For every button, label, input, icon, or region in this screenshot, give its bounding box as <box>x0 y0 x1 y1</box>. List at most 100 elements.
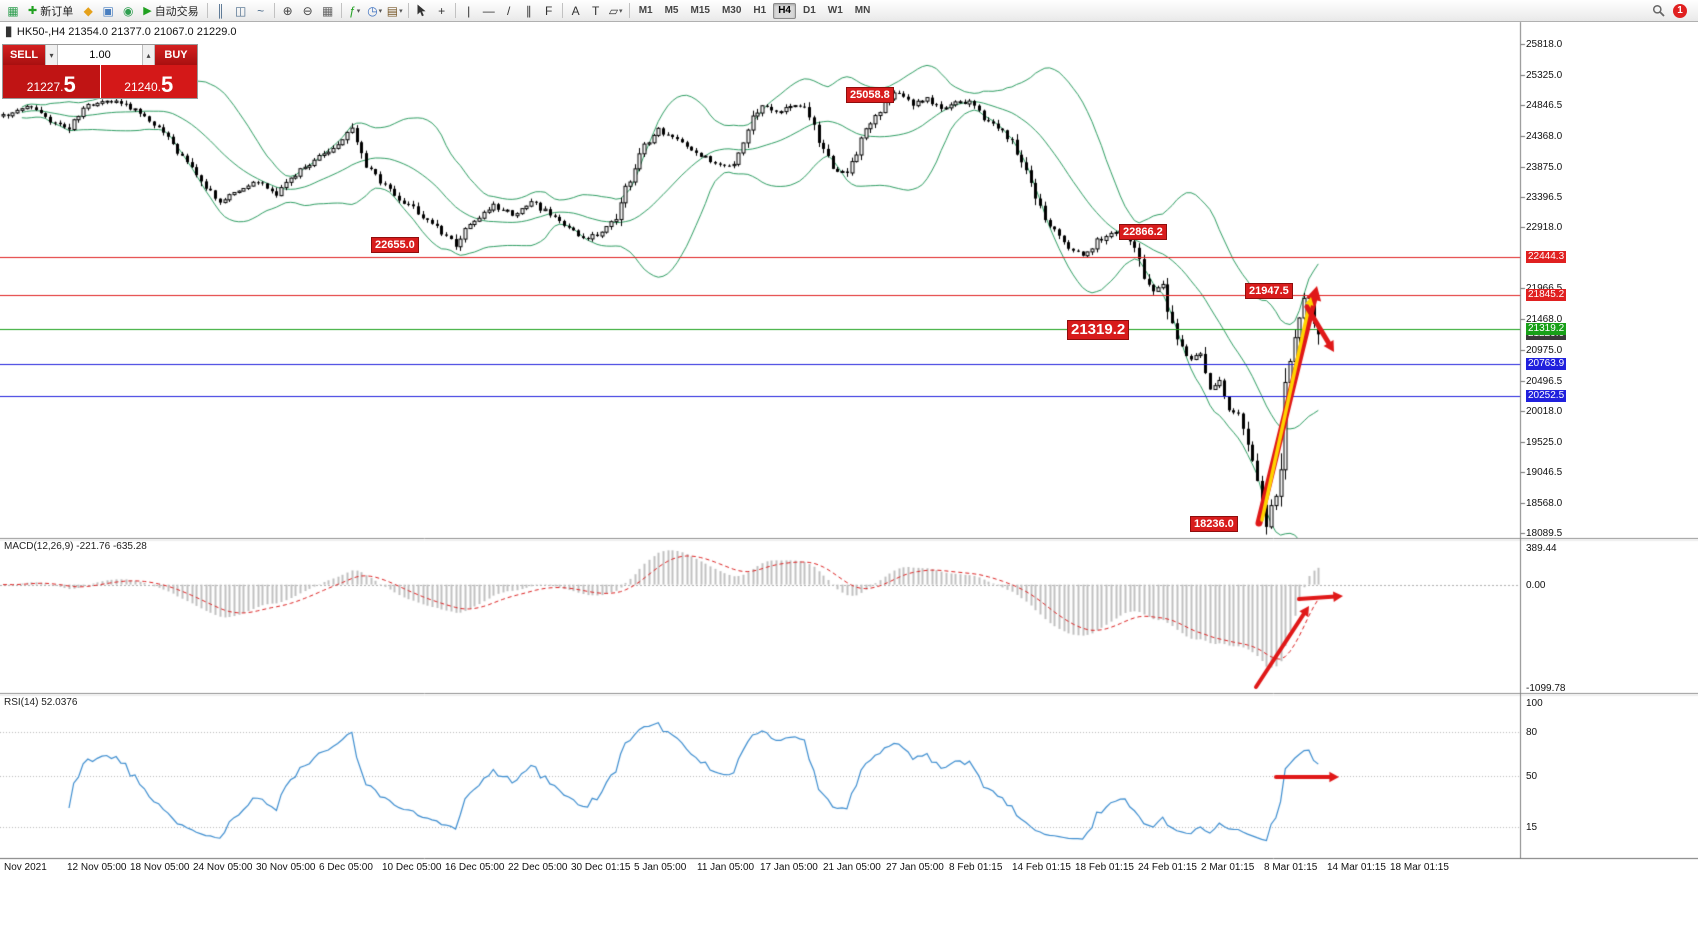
time-axis-label: 2 Mar 01:15 <box>1201 862 1255 873</box>
bar-chart-button[interactable]: ║ <box>211 2 231 20</box>
symbol-info: ▊ HK50-,H4 21354.0 21377.0 21067.0 21229… <box>6 26 237 38</box>
time-axis[interactable]: Nov 2021 12 Nov 05:00 18 Nov 05:00 24 Nov 0… <box>0 858 1698 878</box>
macd-axis[interactable]: 389.44 0.00 -1099.78 <box>1521 540 1698 694</box>
price-axis[interactable]: 25818.0 25325.0 24846.5 24368.0 23875.0 23396… <box>1521 22 1698 539</box>
time-axis-label: 22 Dec 05:00 <box>508 862 568 873</box>
volume-down-button[interactable]: ▾ <box>45 45 58 65</box>
channel-button[interactable]: ∥ <box>519 2 539 20</box>
volume-input[interactable] <box>58 45 142 65</box>
time-axis-label: 27 Jan 05:00 <box>886 862 944 873</box>
channel-glyph: ∥ <box>525 3 532 18</box>
main-toolbar: ▦ ✚ 新订单 ◆ ▣ ◉ ▶ 自动交易 ║ ◫ ~ ⊕ ⊖ ▦ ƒ ▾ ◷ ▾ ▤ ▾ + | — / ∥ F A T ▱ ▾ M1 M5 M… <box>0 0 1698 22</box>
time-axis-label: 5 Jan 05:00 <box>634 862 687 873</box>
shapes-button[interactable]: ▱ ▾ <box>606 2 626 20</box>
time-axis-label: 30 Dec 01:15 <box>571 862 631 873</box>
new-order-button[interactable]: ✚ 新订单 <box>23 2 78 20</box>
auto-trading-button[interactable]: ▶ 自动交易 <box>138 2 203 20</box>
toolbar-separator <box>454 3 456 18</box>
horizontal-line-button[interactable]: — <box>479 2 499 20</box>
mql-market-icon-glyph: ◆ <box>83 3 93 18</box>
horizontal-line-glyph: — <box>482 3 495 18</box>
macd-label: MACD(12,26,9) -221.76 -635.28 <box>4 541 147 552</box>
toolbar-separator <box>628 3 630 18</box>
time-axis-label: 21 Jan 05:00 <box>823 862 881 873</box>
text-button[interactable]: A <box>566 2 586 20</box>
tile-windows-button[interactable]: ▦ <box>318 2 338 20</box>
price-axis-label: 20496.5 <box>1526 375 1563 387</box>
price-callout-25058.8[interactable]: 25058.8 <box>846 87 894 103</box>
crosshair-glyph: + <box>438 3 446 18</box>
templates-button[interactable]: ▤ ▾ <box>385 2 405 20</box>
chevron-down-icon: ▾ <box>378 7 383 15</box>
price-callout-21947.5[interactable]: 21947.5 <box>1245 283 1293 299</box>
rsi-axis-label: 50 <box>1526 770 1538 782</box>
notification-badge[interactable]: 1 <box>1673 3 1687 18</box>
timeframe-d1-button[interactable]: D1 <box>803 5 816 16</box>
price-axis-label: 19046.5 <box>1526 467 1563 479</box>
label-button[interactable]: T <box>586 2 606 20</box>
time-axis-label: Nov 2021 <box>4 862 47 873</box>
crosshair-button[interactable]: + <box>432 2 452 20</box>
timeframe-h1-button[interactable]: H1 <box>753 5 767 16</box>
vertical-line-button[interactable]: | <box>459 2 479 20</box>
indicators-glyph: ƒ <box>349 3 356 18</box>
rsi-axis-label: 100 <box>1526 698 1543 709</box>
volume-up-button[interactable]: ▴ <box>142 45 155 65</box>
chart-window-icon[interactable]: ▦ <box>3 2 23 20</box>
timeframe-m5-button[interactable]: M5 <box>664 5 679 16</box>
rsi-panel-splitter[interactable] <box>0 691 1698 696</box>
zoom-out-button[interactable]: ⊖ <box>298 2 318 20</box>
price-callout-21319.2[interactable]: 21319.2 <box>1067 320 1130 340</box>
price-axis-label: 20018.0 <box>1526 405 1563 417</box>
timeframe-mn-button[interactable]: MN <box>854 5 871 16</box>
mini-chart-icon: ▊ <box>6 26 13 37</box>
rsi-axis[interactable]: 100 80 50 15 <box>1521 695 1698 858</box>
time-axis-label: 6 Dec 05:00 <box>319 862 373 873</box>
trade-price-row: 21227. 5 21240. 5 <box>3 65 197 98</box>
fibonacci-button[interactable]: F <box>539 2 559 20</box>
price-axis-label: 23875.0 <box>1526 161 1563 173</box>
trendline-button[interactable]: / <box>499 2 519 20</box>
zoom-in-button[interactable]: ⊕ <box>278 2 298 20</box>
vertical-line-glyph: | <box>467 3 471 18</box>
label-glyph: T <box>592 3 600 18</box>
auto-trading-button-label: 自动交易 <box>154 5 199 18</box>
price-callout-18236.0[interactable]: 18236.0 <box>1190 516 1238 532</box>
price-tag: 20252.5 <box>1526 390 1567 403</box>
new-order-glyph: ✚ <box>28 5 38 17</box>
buy-button[interactable]: BUY <box>155 45 197 65</box>
price-tag: 22444.3 <box>1526 251 1567 264</box>
sell-price-display[interactable]: 21227. 5 <box>3 65 100 98</box>
time-axis-label: 10 Dec 05:00 <box>382 862 442 873</box>
timeframe-h4-button[interactable]: H4 <box>773 2 796 19</box>
indicators-button[interactable]: ƒ ▾ <box>345 2 365 20</box>
timeframe-w1-button[interactable]: W1 <box>827 5 843 16</box>
time-axis-label: 12 Nov 05:00 <box>67 862 127 873</box>
candlestick-chart-button[interactable]: ◫ <box>231 2 251 20</box>
timeframe-m1-button[interactable]: M1 <box>638 5 653 16</box>
search-button[interactable] <box>1648 2 1668 20</box>
community-icon[interactable]: ◉ <box>118 2 138 20</box>
line-chart-glyph: ~ <box>257 3 265 18</box>
time-axis-label: 18 Mar 01:15 <box>1390 862 1449 873</box>
chevron-down-icon: ▾ <box>619 7 623 15</box>
timeframe-m30-button[interactable]: M30 <box>721 5 742 16</box>
line-chart-button[interactable]: ~ <box>251 2 271 20</box>
macd-panel-splitter[interactable] <box>0 536 1698 541</box>
price-callout-22655.0[interactable]: 22655.0 <box>371 237 419 253</box>
toolbar-separator <box>273 3 275 18</box>
sell-button[interactable]: SELL <box>3 45 45 65</box>
signals-icon[interactable]: ▣ <box>98 2 118 20</box>
rsi-label: RSI(14) 52.0376 <box>4 697 78 708</box>
timeframe-m15-button[interactable]: M15 <box>690 5 710 16</box>
buy-price-display[interactable]: 21240. 5 <box>100 65 197 98</box>
price-axis-label: 21468.0 <box>1526 314 1563 326</box>
cursor-button[interactable] <box>412 2 432 20</box>
community-icon-glyph: ◉ <box>122 3 134 18</box>
mql-market-icon[interactable]: ◆ <box>78 2 98 20</box>
price-callout-22866.2[interactable]: 22866.2 <box>1119 224 1167 240</box>
periods-button[interactable]: ◷ ▾ <box>365 2 385 20</box>
price-tag: 21845.2 <box>1526 289 1567 302</box>
